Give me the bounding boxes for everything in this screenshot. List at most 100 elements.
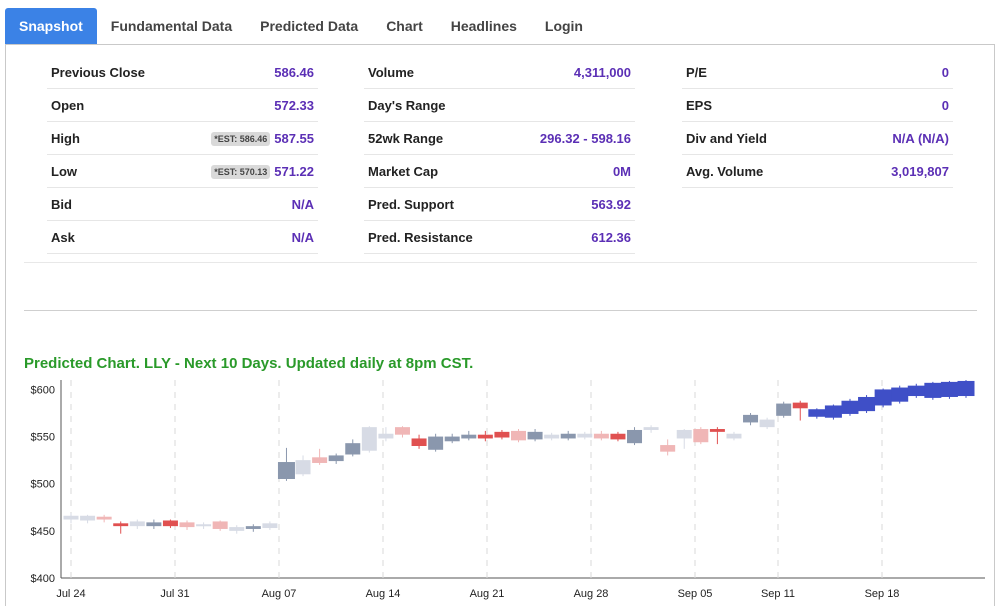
stat-row: Low *EST: 570.13 571.22 — [47, 156, 318, 188]
stat-value-text: N/A (N/A) — [892, 131, 949, 146]
candle-body — [560, 433, 576, 439]
candle-body — [808, 409, 826, 417]
stat-label: Div and Yield — [686, 131, 767, 146]
candle-body — [146, 522, 162, 527]
stat-value-text: 612.36 — [591, 230, 631, 245]
stat-row: Ask N/A — [47, 222, 318, 254]
candle-body — [940, 381, 958, 397]
candle-body — [378, 433, 394, 439]
tab-predicted-data[interactable]: Predicted Data — [260, 18, 359, 34]
tab-snapshot[interactable]: Snapshot — [5, 8, 97, 45]
stat-row: Previous Close 586.46 — [47, 57, 318, 89]
stat-row: P/E 0 — [682, 57, 953, 89]
stat-label: Day's Range — [368, 98, 446, 113]
candle-body — [858, 396, 876, 412]
stat-value: *EST: 586.46 587.55 — [211, 131, 314, 146]
stat-label: Previous Close — [51, 65, 145, 80]
stat-value: 572.33 — [274, 98, 314, 113]
candle-body — [277, 462, 295, 479]
stat-label: Bid — [51, 197, 72, 212]
candle-body — [527, 431, 543, 440]
tab-fundamental-data[interactable]: Fundamental Data — [110, 18, 233, 34]
tab-chart[interactable]: Chart — [386, 18, 423, 34]
candle-body — [328, 455, 344, 462]
x-tick-label: Jul 24 — [56, 588, 85, 600]
stat-value: 3,019,807 — [891, 164, 949, 179]
stat-label: Ask — [51, 230, 75, 245]
estimate-badge: *EST: 570.13 — [211, 165, 271, 179]
stat-row: 52wk Range 296.32 - 598.16 — [364, 123, 635, 155]
stat-label: High — [51, 131, 80, 146]
x-tick-label: Sep 18 — [865, 588, 900, 600]
candle-body — [841, 400, 859, 414]
x-tick-label: Aug 21 — [470, 588, 505, 600]
candle-body — [743, 414, 759, 423]
candle-body — [179, 522, 195, 528]
stat-label: Market Cap — [368, 164, 439, 179]
stat-value-text: 3,019,807 — [891, 164, 949, 179]
estimate-badge: *EST: 586.46 — [211, 132, 271, 146]
candle-body — [709, 429, 725, 432]
candle-body — [394, 427, 410, 435]
divider — [24, 262, 977, 263]
stat-value: 563.92 — [591, 197, 631, 212]
stat-value-text: 563.92 — [591, 197, 631, 212]
stat-row: High *EST: 586.46 587.55 — [47, 123, 318, 155]
stat-label: Pred. Support — [368, 197, 454, 212]
stat-label: Volume — [368, 65, 414, 80]
candle-body — [361, 427, 377, 451]
snapshot-panel — [5, 44, 995, 606]
stat-row: Pred. Support 563.92 — [364, 189, 635, 221]
candle-body — [262, 523, 278, 529]
stat-label: Avg. Volume — [686, 164, 764, 179]
y-tick-label: $400 — [31, 573, 55, 585]
stat-row: EPS 0 — [682, 90, 953, 122]
stat-value-text: 0M — [612, 164, 631, 179]
stat-row: Day's Range — [364, 90, 635, 122]
candle-body — [891, 387, 909, 402]
stat-row: Volume 4,311,000 — [364, 57, 635, 89]
stat-label: Open — [51, 98, 85, 113]
candle-body — [776, 403, 792, 416]
tab-login[interactable]: Login — [544, 18, 583, 34]
candle-body — [96, 516, 112, 520]
candle-body — [759, 419, 775, 428]
x-tick-label: Sep 05 — [678, 588, 713, 600]
candle-body — [577, 433, 593, 438]
stat-value: 4,311,000 — [574, 65, 631, 80]
candle-body — [593, 433, 609, 439]
candle-body — [676, 429, 692, 439]
stat-row: Avg. Volume 3,019,807 — [682, 156, 953, 188]
stat-label: Pred. Resistance — [368, 230, 473, 245]
candle-body — [477, 434, 493, 439]
candle-body — [196, 524, 212, 527]
divider — [24, 310, 977, 311]
candle-body — [212, 521, 228, 529]
candle-body — [411, 438, 427, 446]
stat-label: EPS — [686, 98, 713, 113]
stat-value-text: 587.55 — [274, 131, 314, 146]
candle-body — [461, 434, 477, 439]
stat-value: 0M — [613, 164, 631, 179]
tab-headlines[interactable]: Headlines — [450, 18, 517, 34]
stat-label: 52wk Range — [368, 131, 444, 146]
x-tick-label: Aug 28 — [574, 588, 609, 600]
stat-value-text: 0 — [941, 98, 949, 113]
candle-body — [245, 526, 261, 529]
x-tick-label: Aug 07 — [262, 588, 297, 600]
x-tick-label: Aug 14 — [366, 588, 401, 600]
stat-value: 0 — [942, 65, 949, 80]
stat-value-text: 0 — [941, 65, 949, 80]
tab-bar: Snapshot Fundamental Data Predicted Data Ch… — [5, 8, 995, 45]
stat-value: 612.36 — [591, 230, 631, 245]
candle-body — [693, 429, 709, 443]
stat-value-text: 4,311,000 — [573, 65, 631, 80]
x-tick-label: Jul 31 — [160, 588, 189, 600]
stat-value: 0 — [942, 98, 949, 113]
stat-value: *EST: 570.13 571.22 — [211, 164, 314, 179]
stat-row: Market Cap 0M — [364, 156, 635, 188]
candle-body — [80, 515, 96, 521]
candle-body — [428, 436, 444, 450]
stat-value: N/A — [292, 197, 314, 212]
